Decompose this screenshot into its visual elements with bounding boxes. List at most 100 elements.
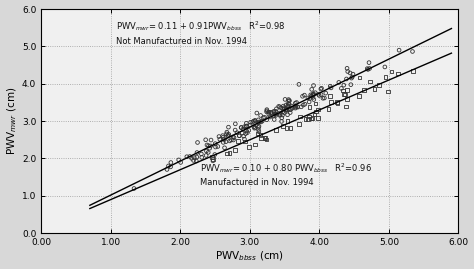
- Point: [251, 142, 258, 147]
- Point: [240, 134, 247, 138]
- Point: [251, 118, 259, 123]
- Point: [205, 144, 212, 148]
- Point: [234, 139, 241, 143]
- Point: [198, 152, 205, 156]
- Point: [285, 99, 292, 103]
- Point: [306, 96, 314, 101]
- Point: [220, 137, 228, 141]
- Point: [327, 86, 335, 90]
- Point: [343, 66, 351, 70]
- Point: [202, 153, 210, 158]
- Point: [333, 100, 341, 104]
- Point: [293, 105, 301, 109]
- Point: [304, 117, 312, 121]
- Point: [347, 83, 355, 87]
- Point: [315, 93, 323, 98]
- Point: [231, 148, 238, 152]
- Point: [339, 88, 346, 93]
- Point: [384, 90, 392, 94]
- Point: [249, 120, 256, 124]
- Point: [270, 109, 278, 114]
- Point: [381, 65, 389, 69]
- Point: [214, 144, 222, 149]
- Point: [309, 116, 317, 120]
- Point: [327, 100, 335, 104]
- Point: [215, 134, 223, 139]
- Point: [298, 105, 305, 109]
- Point: [395, 48, 403, 52]
- Point: [257, 120, 265, 124]
- Point: [191, 155, 198, 160]
- Point: [272, 113, 280, 118]
- Point: [260, 116, 267, 120]
- Point: [278, 116, 286, 120]
- Point: [254, 121, 262, 125]
- Point: [237, 125, 245, 130]
- Point: [255, 130, 263, 134]
- Point: [314, 107, 322, 112]
- Point: [312, 101, 319, 106]
- Point: [177, 160, 184, 165]
- Point: [341, 92, 349, 97]
- Point: [310, 91, 317, 96]
- Point: [183, 155, 191, 159]
- Point: [272, 112, 279, 116]
- Point: [340, 83, 347, 87]
- Point: [278, 119, 285, 123]
- Point: [231, 128, 239, 132]
- Point: [253, 111, 261, 115]
- Point: [280, 107, 288, 111]
- Point: [219, 140, 227, 144]
- Point: [163, 167, 171, 172]
- Point: [295, 122, 303, 126]
- Point: [318, 86, 325, 90]
- Point: [271, 117, 278, 122]
- Point: [270, 110, 278, 114]
- Point: [301, 117, 309, 121]
- Point: [365, 61, 373, 65]
- Point: [261, 115, 268, 119]
- Point: [317, 87, 325, 91]
- Point: [285, 102, 293, 107]
- Point: [355, 94, 363, 98]
- Point: [276, 113, 283, 118]
- Point: [280, 105, 288, 110]
- Point: [273, 107, 280, 111]
- Point: [164, 164, 172, 168]
- Point: [226, 139, 234, 143]
- Point: [337, 86, 345, 91]
- Point: [202, 138, 210, 142]
- Point: [284, 104, 292, 108]
- Point: [310, 93, 317, 97]
- Point: [288, 106, 296, 111]
- Point: [251, 125, 259, 130]
- Point: [223, 130, 231, 134]
- Point: [239, 127, 247, 131]
- Point: [308, 87, 316, 91]
- Point: [228, 138, 235, 142]
- Point: [262, 136, 269, 140]
- Point: [334, 101, 341, 105]
- Point: [300, 103, 307, 107]
- Point: [276, 111, 283, 115]
- Point: [364, 67, 372, 72]
- Point: [243, 121, 250, 125]
- Point: [210, 157, 217, 161]
- Point: [309, 92, 317, 96]
- Point: [219, 133, 227, 138]
- Point: [265, 110, 273, 114]
- Point: [308, 94, 315, 98]
- Point: [167, 165, 174, 169]
- Point: [130, 186, 138, 191]
- Point: [366, 79, 374, 84]
- Point: [312, 109, 320, 114]
- Point: [340, 92, 347, 96]
- Point: [325, 107, 332, 111]
- Point: [322, 91, 329, 95]
- Point: [315, 92, 322, 97]
- Point: [247, 120, 255, 125]
- Point: [224, 134, 232, 138]
- Point: [254, 131, 261, 136]
- Point: [279, 113, 286, 117]
- Point: [263, 137, 270, 141]
